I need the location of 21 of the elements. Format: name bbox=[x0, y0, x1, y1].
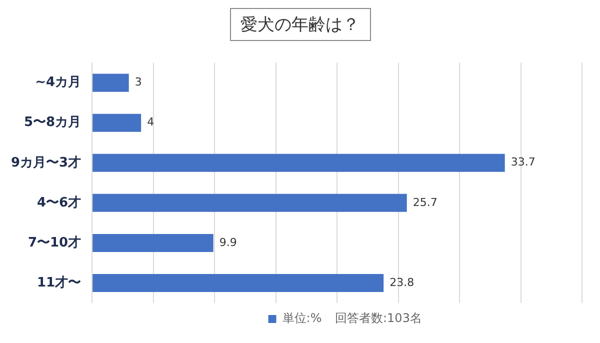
y-tick-label: 5〜8カ月 bbox=[24, 115, 82, 130]
y-tick-label: ~4カ月 bbox=[35, 75, 82, 90]
y-tick-label: 4〜6才 bbox=[36, 195, 82, 210]
y-tick-label: 7〜10才 bbox=[28, 235, 82, 250]
data-label: 9.9 bbox=[219, 236, 237, 249]
chart-title: 愛犬の年齢は？ bbox=[230, 8, 370, 41]
bar bbox=[92, 154, 505, 172]
y-tick-label: 9カ月〜3才 bbox=[10, 155, 82, 170]
bar bbox=[92, 114, 142, 132]
bar bbox=[92, 194, 407, 212]
text: 回答者数:103名 bbox=[335, 311, 422, 326]
bar bbox=[92, 274, 384, 292]
data-label: 3 bbox=[134, 76, 142, 89]
legend-label: 単位:% bbox=[282, 311, 322, 326]
data-label: 4 bbox=[147, 116, 154, 129]
data-label: 33.7 bbox=[510, 156, 536, 169]
bar bbox=[92, 234, 214, 252]
data-label: 23.8 bbox=[390, 276, 414, 289]
bar bbox=[92, 74, 129, 92]
y-tick-label: 11才〜 bbox=[36, 275, 82, 290]
data-label: 25.7 bbox=[412, 196, 438, 209]
